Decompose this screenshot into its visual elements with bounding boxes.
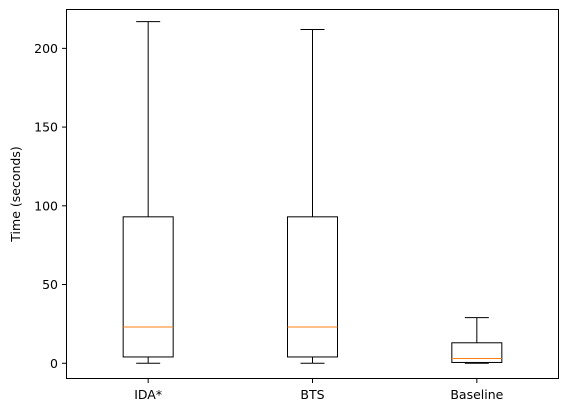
box-ida-: [122, 21, 174, 364]
box-bts: [287, 28, 338, 364]
iqr-box: [451, 342, 503, 363]
box-baseline: [451, 317, 503, 364]
y-tick-label: 0: [50, 356, 58, 371]
iqr-box: [122, 216, 174, 358]
iqr-box: [287, 216, 338, 358]
boxes-layer: [122, 21, 503, 364]
y-tick-label: 50: [42, 277, 58, 292]
x-tick-label: Baseline: [450, 387, 503, 402]
x-tick-label: IDA*: [134, 387, 162, 402]
y-axis-label: Time (seconds): [8, 146, 23, 242]
x-tick-label: BTS: [300, 387, 324, 402]
y-axis-ticks: 0 50 100 150 200: [34, 41, 66, 371]
y-tick-label: 150: [34, 120, 58, 135]
x-axis-ticks: IDA* BTS Baseline: [134, 379, 504, 402]
y-tick-label: 200: [34, 41, 58, 56]
y-tick-label: 100: [34, 198, 58, 213]
axes-frame: [66, 9, 559, 379]
